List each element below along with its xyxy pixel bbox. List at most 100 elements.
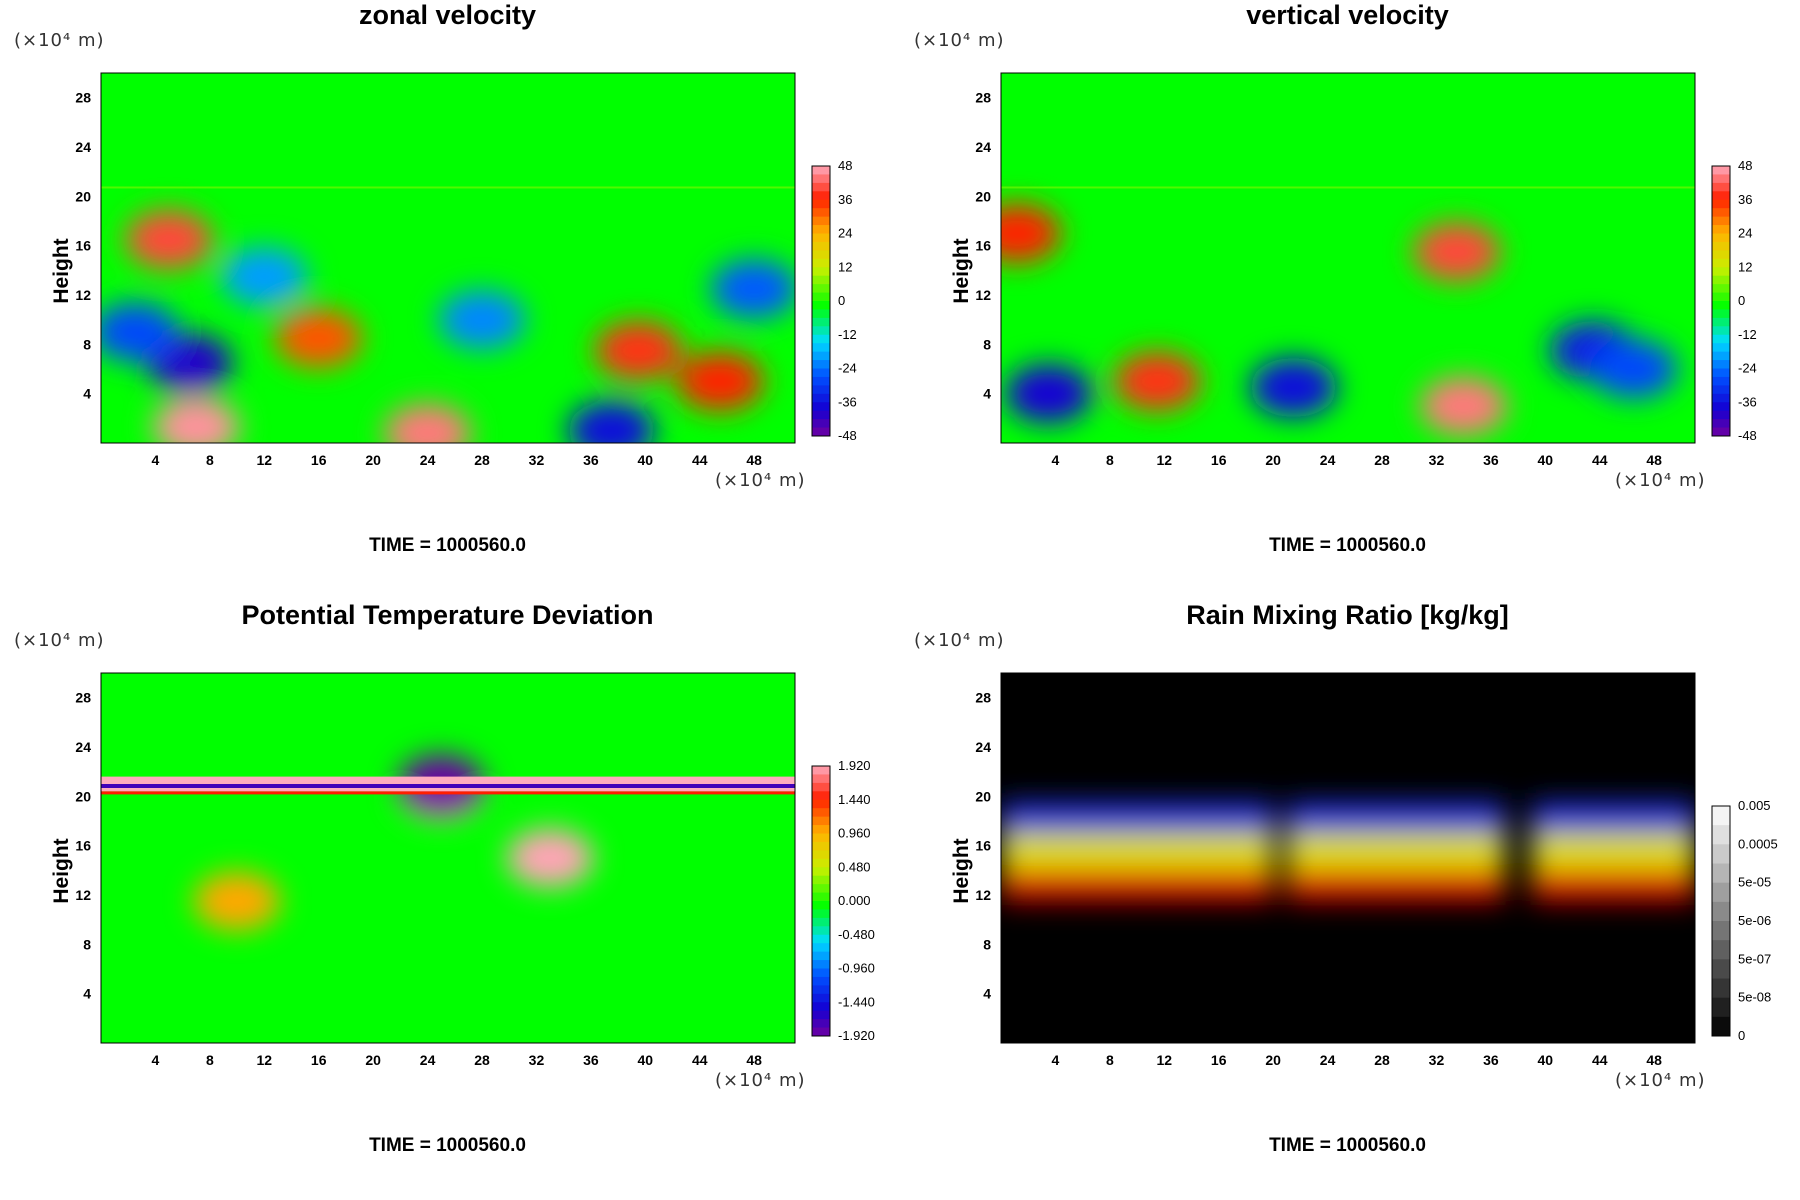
colorbar-swatch [1712,182,1730,192]
x-tick-label: 44 [1592,452,1608,468]
y-tick-label: 20 [75,188,91,204]
colorbar-tick-label: 5e-05 [1738,875,1771,890]
colorbar-swatch [812,934,830,944]
y-tick-label: 24 [75,139,91,155]
y-tick-label: 28 [975,690,991,706]
x-tick-label: 24 [1320,1052,1336,1068]
colorbar-swatch [812,216,830,226]
y-tick-label: 28 [75,690,91,706]
colorbar-swatch [812,360,830,369]
field-feature [506,828,594,888]
y-tick-label: 4 [983,386,991,402]
x-unit-label: (×10⁴ m) [1615,470,1706,491]
colorbar-swatch [1712,250,1730,260]
y-tick-label: 12 [975,887,991,903]
colorbar-swatch [812,410,830,420]
colorbar-swatch [1712,267,1730,277]
colorbar-swatch [1712,419,1730,429]
rain-layer-blue [1001,802,1274,834]
colorbar-swatch [1712,959,1730,979]
y-unit-label: (×10⁴ m) [914,30,1005,51]
field-feature [1250,357,1338,418]
colorbar-tick-label: 12 [1738,259,1752,274]
x-tick-label: 12 [1157,452,1173,468]
colorbar-swatch [812,326,830,336]
colorbar-swatch [1712,166,1730,175]
field-feature [594,320,683,381]
colorbar-tick-label: -12 [838,327,857,342]
colorbar-swatch [812,909,830,919]
y-tick-label: 20 [975,788,991,804]
x-unit-label: (×10⁴ m) [715,1070,806,1091]
y-tick-label: 4 [983,986,991,1002]
x-tick-label: 44 [692,1052,708,1068]
y-tick-label: 16 [75,238,91,254]
colorbar-swatch [1712,427,1730,437]
field-feature [220,246,308,307]
x-tick-label: 16 [311,1052,327,1068]
colorbar-tick-label: 48 [838,158,852,173]
x-tick-label: 36 [1483,1052,1499,1068]
colorbar-swatch [812,334,830,344]
colorbar-swatch [812,774,830,784]
chart-title: Potential Temperature Deviation [241,600,654,630]
field-feature [710,259,795,319]
x-tick-label: 4 [152,452,160,468]
x-tick-label: 12 [257,1052,273,1068]
colorbar-swatch [1712,351,1730,361]
x-tick-label: 40 [638,452,654,468]
colorbar-tick-label: 1.920 [838,758,871,773]
colorbar-tick-label: 12 [838,259,852,274]
rain-layer-blue [1531,802,1695,834]
field-feature [1001,203,1061,263]
y-tick-label: 4 [83,386,91,402]
colorbar-swatch [1712,921,1730,941]
field-feature [567,401,655,443]
colorbar-swatch [812,166,830,175]
colorbar-swatch [1712,360,1730,369]
colorbar-swatch [812,993,830,1003]
colorbar-swatch [812,766,830,775]
colorbar-tick-label: -36 [838,394,857,409]
time-label: TIME = 1000560.0 [369,535,526,556]
colorbar-swatch [812,292,830,302]
tropopause-line [101,186,795,189]
y-tick-label: 20 [975,188,991,204]
colorbar-swatch [812,376,830,386]
colorbar-swatch [1712,806,1730,826]
x-tick-label: 48 [1646,1052,1662,1068]
colorbar-swatch [812,960,830,969]
colorbar-swatch [812,976,830,986]
x-tick-label: 40 [1538,1052,1554,1068]
x-tick-label: 16 [1211,1052,1227,1068]
rain-layer-red [1531,870,1695,902]
colorbar-swatch [1712,309,1730,319]
colorbar-swatch [812,385,830,395]
colorbar-swatch [812,825,830,834]
colorbar-swatch [1712,199,1730,209]
x-tick-label: 48 [746,1052,762,1068]
colorbar-tick-label: -0.960 [838,961,875,976]
colorbar-swatch [812,841,830,851]
field-feature [676,351,764,411]
colorbar-swatch [812,884,830,894]
field-feature [438,290,526,350]
colorbar-swatch [812,309,830,319]
colorbar-swatch [1712,343,1730,353]
rain-layer-blue [1286,802,1505,834]
colorbar-frame [811,165,831,437]
colorbar-tick-label: 24 [838,226,852,241]
colorbar-swatch [1712,844,1730,864]
colorbar-swatch [812,250,830,260]
colorbar-tick-label: 36 [1738,192,1752,207]
colorbar-swatch [812,816,830,826]
field-feature [1005,364,1093,424]
colorbar-swatch [1712,901,1730,922]
field-feature [275,308,363,368]
colorbar-tick-label: -1.440 [838,994,875,1009]
y-tick-label: 24 [975,139,991,155]
colorbar-swatch [1712,225,1730,234]
colorbar-swatch [1712,284,1730,294]
colorbar-swatch [1712,402,1730,412]
colorbar-swatch [812,343,830,353]
